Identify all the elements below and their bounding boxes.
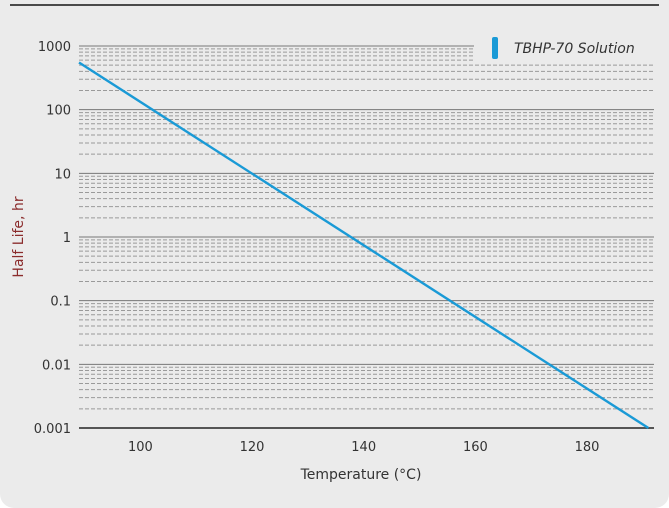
x-axis-label: Temperature (°C) [300, 467, 422, 483]
y-tick-label: 1000 [38, 40, 71, 55]
x-tick-label: 120 [240, 440, 265, 455]
y-tick-label: 10 [54, 167, 71, 182]
top-divider [10, 4, 659, 6]
legend-swatch [492, 37, 498, 59]
x-tick-label: 100 [128, 440, 153, 455]
legend: TBHP-70 Solution [474, 34, 660, 62]
y-tick-labels: 1000 100 10 1 0.1 0.01 0.001 [34, 40, 71, 437]
series-line [78, 61, 650, 430]
legend-background [474, 34, 660, 62]
y-tick-label: 0.1 [50, 295, 71, 310]
grid-lines [79, 45, 654, 429]
y-axis-label: Half Life, hr [11, 196, 27, 277]
x-tick-labels: 100 120 140 160 180 [128, 440, 599, 455]
series-lines [78, 61, 650, 430]
x-tick-label: 180 [575, 440, 600, 455]
legend-label: TBHP-70 Solution [514, 41, 635, 57]
x-tick-label: 140 [351, 440, 376, 455]
y-tick-label: 0.001 [34, 422, 71, 437]
y-tick-label: 0.01 [42, 358, 71, 373]
y-tick-label: 1 [63, 231, 71, 246]
y-tick-label: 100 [46, 104, 71, 119]
x-tick-label: 160 [463, 440, 488, 455]
